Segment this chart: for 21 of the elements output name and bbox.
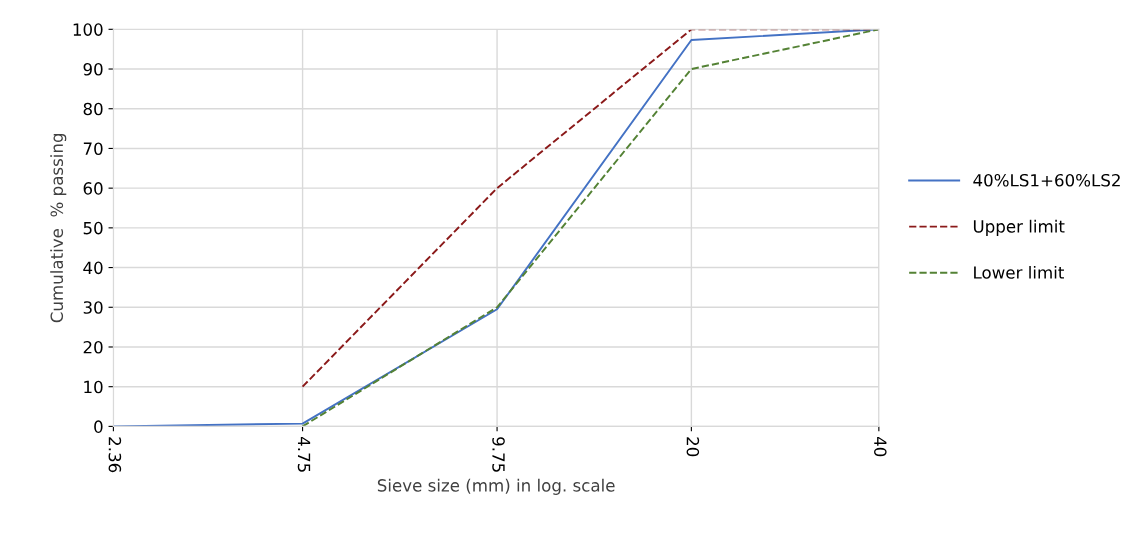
legend-label: Upper limit xyxy=(973,219,1065,236)
y-tick-label: 0 xyxy=(94,420,103,433)
y-tick-label: 60 xyxy=(83,182,103,195)
y-axis-title: Cumulative % passing xyxy=(50,133,67,323)
y-tick-label: 100 xyxy=(73,23,103,36)
y-tick-label: 30 xyxy=(83,301,103,314)
y-tick-label: 40 xyxy=(83,261,103,275)
x-tick-label: 2.36 xyxy=(108,437,122,473)
y-tick-label: 10 xyxy=(84,380,103,394)
x-tick-label: 20 xyxy=(686,437,700,457)
x-tick-label: 40 xyxy=(874,436,887,457)
legend-label: Lower limit xyxy=(974,265,1064,279)
x-axis-title: Sieve size (mm) in log. scale xyxy=(377,478,615,495)
y-tick-label: 70 xyxy=(83,142,103,156)
y-tick-label: 80 xyxy=(83,102,103,116)
x-tick-label: 4.75 xyxy=(297,436,311,472)
y-tick-label: 20 xyxy=(83,340,103,354)
y-tick-label: 90 xyxy=(83,62,103,76)
x-tick-label: 9.75 xyxy=(492,437,505,472)
legend-label: 40%LS1+60%LS2 xyxy=(973,173,1120,187)
y-tick-label: 50 xyxy=(83,221,103,235)
